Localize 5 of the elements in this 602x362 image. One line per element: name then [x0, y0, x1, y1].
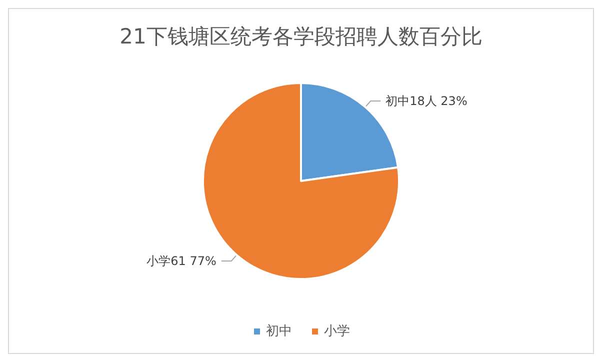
- legend-label: 初中: [266, 324, 292, 339]
- chart-title: 21下钱塘区统考各学段招聘人数百分比: [120, 24, 482, 48]
- legend-label: 小学: [324, 324, 350, 339]
- data-label: 小学61 77%: [146, 254, 216, 268]
- data-label: 初中18人 23%: [386, 94, 468, 108]
